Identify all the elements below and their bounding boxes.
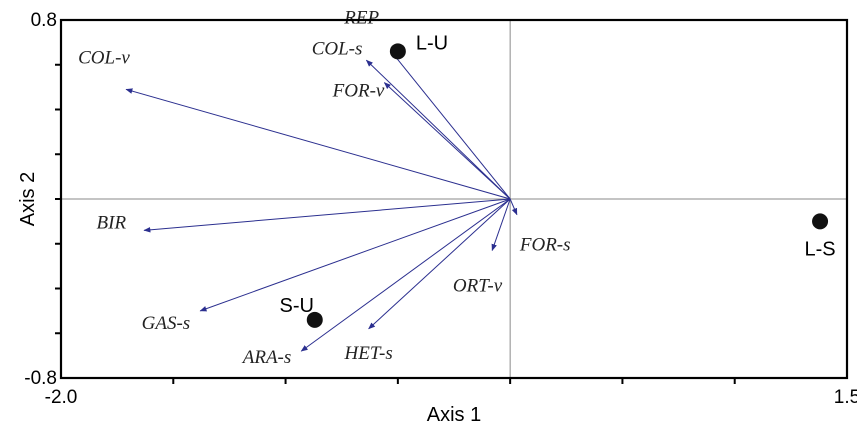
site-point-s-u xyxy=(306,311,323,328)
site-label-l-u: L-U xyxy=(416,32,448,54)
vector-bir xyxy=(143,198,511,233)
vector-gas-s xyxy=(199,198,511,312)
site-label-s-u: S-U xyxy=(280,295,314,317)
y-tick-label: 0.8 xyxy=(31,10,57,31)
site-label-l-s: L-S xyxy=(804,238,835,260)
vector-for-v xyxy=(383,82,511,200)
vector-label-gas-s: GAS-s xyxy=(142,313,191,334)
vector-het-s xyxy=(368,198,511,330)
vector-rep xyxy=(390,50,511,200)
vector-label-rep: REP xyxy=(343,7,379,28)
vector-ort-v xyxy=(491,198,511,252)
vector-col-v xyxy=(125,88,511,200)
vector-ara-s xyxy=(300,198,511,352)
vector-label-ara-s: ARA-s xyxy=(241,347,292,368)
vector-label-for-v: FOR-v xyxy=(332,81,385,102)
vector-label-col-s: COL-s xyxy=(312,38,363,59)
x-axis-title: Axis 1 xyxy=(427,404,481,426)
vector-label-col-v: COL-v xyxy=(78,47,130,68)
vector-label-het-s: HET-s xyxy=(344,343,393,364)
site-point-l-u xyxy=(389,43,406,60)
vector-label-for-s: FOR-s xyxy=(519,235,571,256)
site-point-l-s xyxy=(812,213,829,230)
x-tick-label: 1.5 xyxy=(834,387,857,408)
vector-label-ort-v: ORT-v xyxy=(453,275,503,296)
x-tick-label: -2.0 xyxy=(45,387,78,408)
y-tick-label: -0.8 xyxy=(24,368,57,389)
vector-for-s xyxy=(509,198,518,216)
y-axis-title: Axis 2 xyxy=(17,172,39,226)
vector-label-bir: BIR xyxy=(97,212,127,233)
